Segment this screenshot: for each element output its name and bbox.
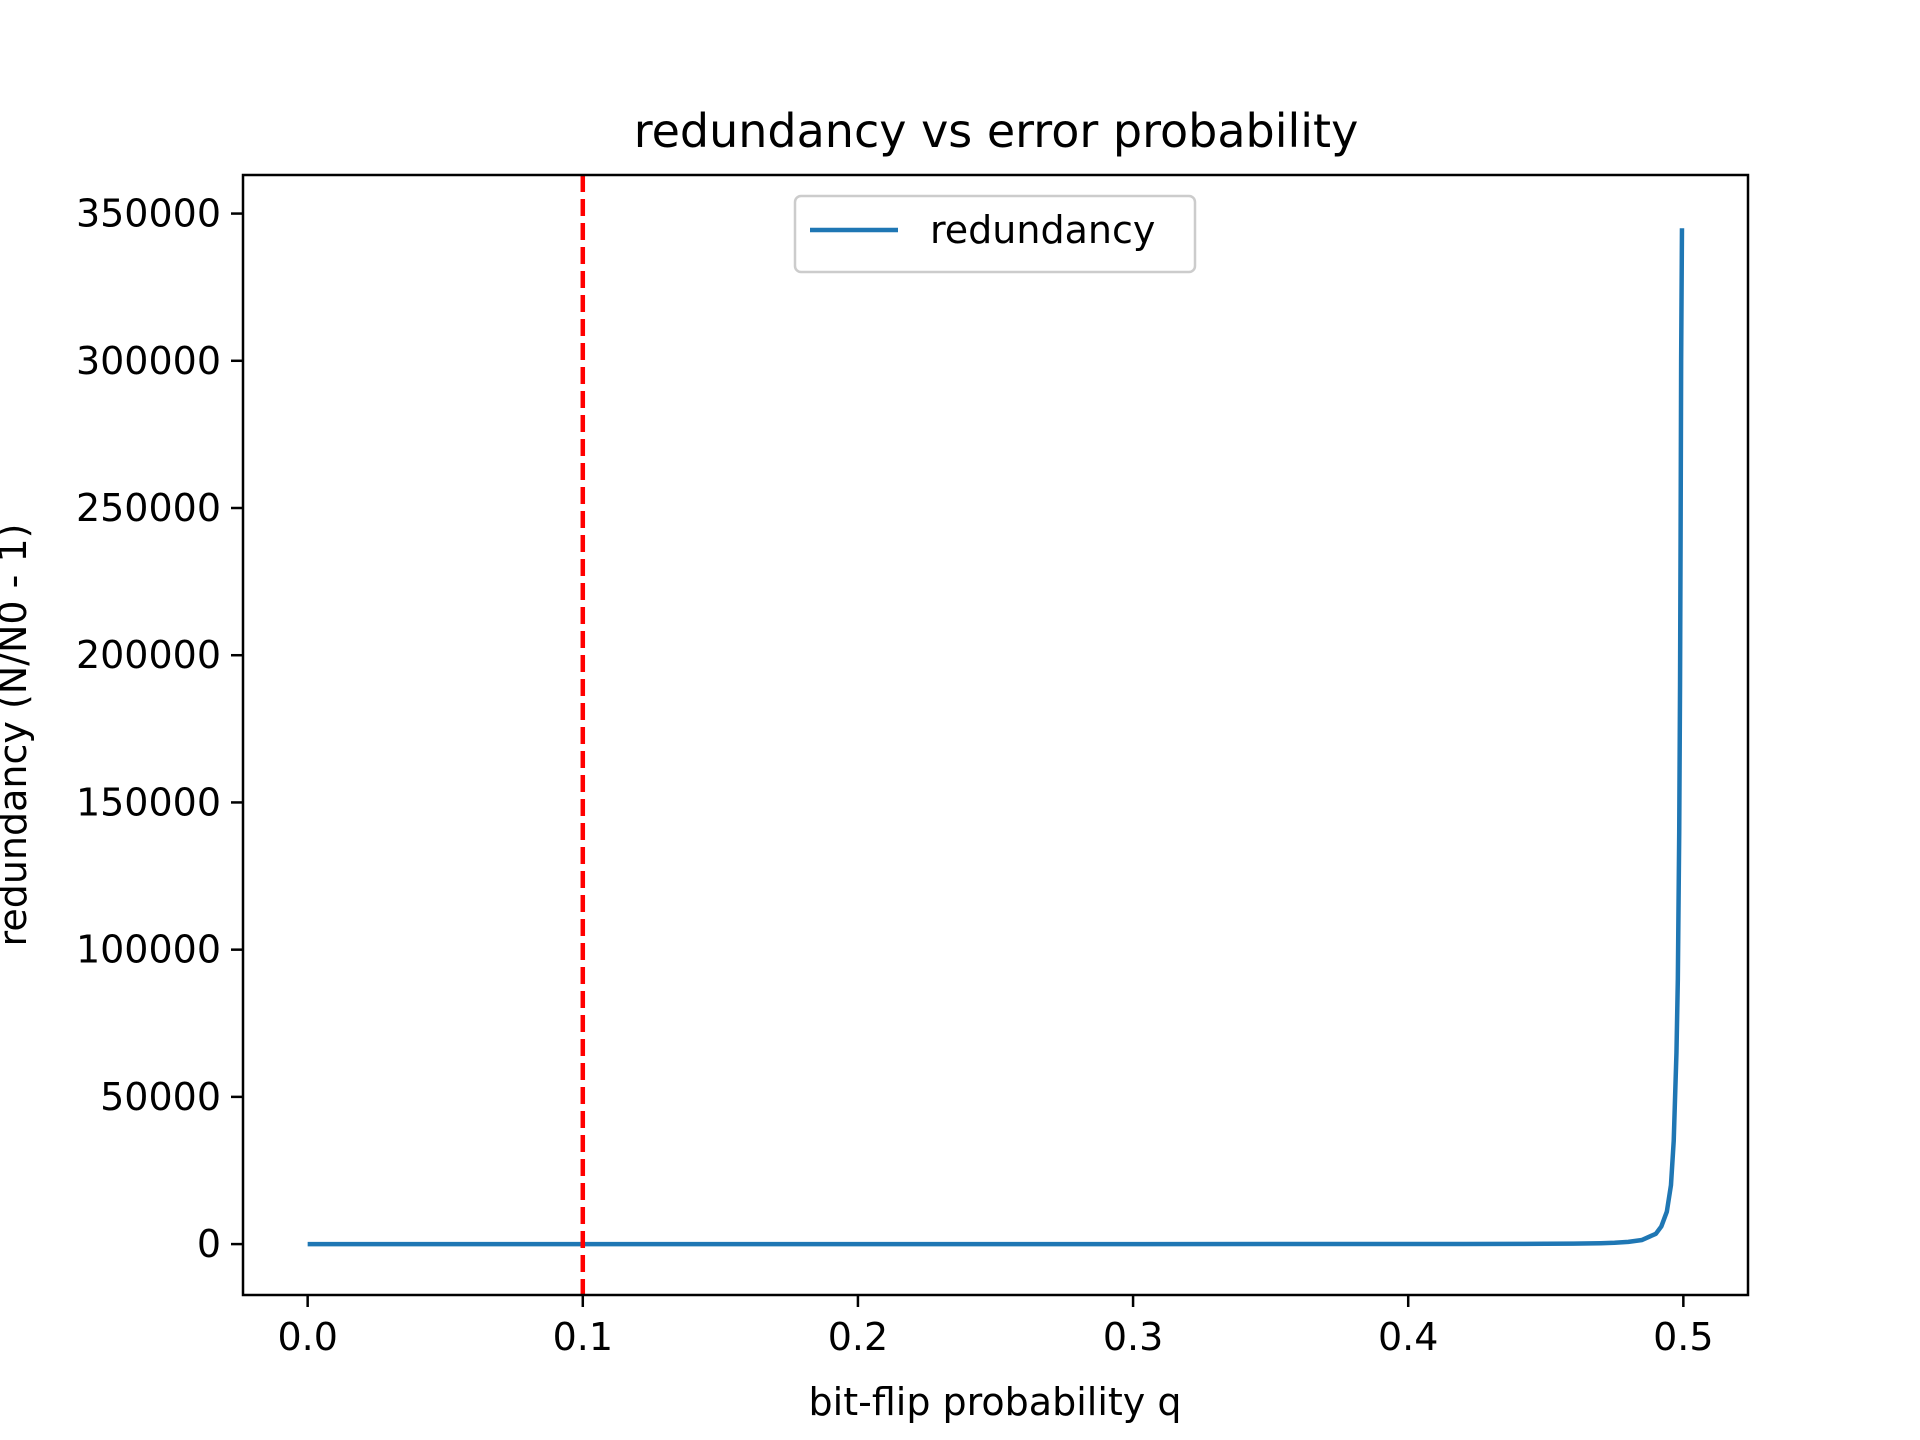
plot-frame <box>241 173 1750 1297</box>
x-tick-label: 0.1 <box>553 1315 613 1359</box>
y-tick-label: 100000 <box>76 928 221 972</box>
chart-title: redundancy vs error probability <box>634 104 1359 158</box>
series-layer <box>307 228 1685 1247</box>
y-axis-label: redundancy (N/N0 - 1) <box>0 524 35 947</box>
x-tick-label: 0.0 <box>277 1315 337 1359</box>
y-tick-label: 350000 <box>76 192 221 236</box>
plot-area <box>241 173 1750 1297</box>
x-tick-label: 0.4 <box>1378 1315 1438 1359</box>
y-tick-label: 150000 <box>76 780 221 824</box>
y-axis-ticks: 0 50000 100000 150000 200000 250000 300000 3500… <box>76 192 243 1266</box>
legend-label-redundancy: redundancy <box>930 208 1155 252</box>
x-tick-label: 0.2 <box>828 1315 888 1359</box>
x-tick-label: 0.5 <box>1653 1315 1713 1359</box>
legend-frame <box>793 194 1197 274</box>
y-tick-label: 0 <box>197 1222 221 1266</box>
y-tick-label: 50000 <box>100 1075 221 1119</box>
x-axis-ticks: 0.0 0.1 0.2 0.3 0.4 0.5 <box>277 1295 1714 1359</box>
y-tick-label: 250000 <box>76 486 221 530</box>
legend: redundancy <box>793 194 1197 274</box>
series-line-redundancy <box>307 228 1685 1247</box>
y-tick-label: 200000 <box>76 633 221 677</box>
x-tick-label: 0.3 <box>1103 1315 1163 1359</box>
x-axis-label: bit-flip probability q <box>809 1380 1182 1424</box>
y-tick-label: 300000 <box>76 339 221 383</box>
